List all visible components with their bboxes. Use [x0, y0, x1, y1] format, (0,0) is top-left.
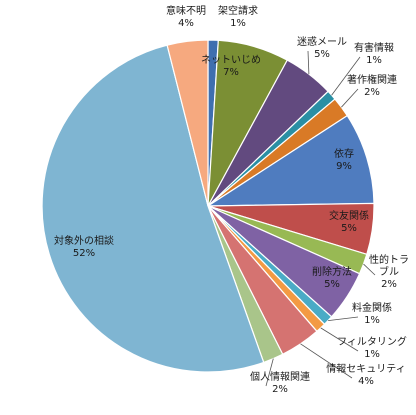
slice-6-category-text: 依存 [334, 147, 354, 160]
slice-2-label: ネットいじめ 7% [201, 54, 261, 78]
slice-12-category-text: 情報セキュリティ [326, 362, 405, 375]
slice-5-leader-line [341, 88, 359, 108]
slice-3-label: 迷惑メール 5% [297, 35, 347, 60]
slice-15-category-text: 意味不明 [166, 4, 206, 17]
slice-14-wedge [41, 44, 265, 373]
slice-1-percent-text: 1% [230, 18, 246, 29]
slice-3-percent-text: 5% [314, 49, 330, 60]
slice-9-percent-text: 5% [324, 279, 340, 290]
slice-10-label: 料金関係 1% [352, 301, 392, 326]
slice-4-label: 有害情報 1% [354, 41, 394, 66]
slice-5-percent-text: 2% [364, 87, 380, 98]
slice-12-percent-text: 4% [358, 376, 374, 387]
slice-9-label: 削除方法 5% [312, 265, 352, 290]
slice-11-leader-line [320, 327, 359, 352]
slice-7-percent-text: 5% [341, 223, 357, 234]
slice-11-category-text: フィルタリング [337, 335, 407, 348]
slice-15-percent-text: 4% [178, 18, 194, 29]
slice-4-percent-text: 1% [366, 55, 382, 66]
slice-8-label: 性的トラブル 2% [369, 253, 409, 290]
slice-15-label: 意味不明 4% [166, 4, 206, 29]
slice-4-category-text: 有害情報 [354, 41, 394, 54]
slice-10-category-text: 料金関係 [352, 301, 392, 314]
slice-12-label: 情報セキュリティ 4% [326, 362, 405, 387]
slice-2-category-text: ネットいじめ [201, 54, 261, 66]
slice-13-percent-text: 2% [272, 384, 288, 395]
slice-8-leader-line [363, 263, 376, 276]
slice-labels: 架空請求 1%ネットいじめ 7%迷惑メール 5%有害情報 1%著作権関連 2%依存 9%交友… [54, 4, 409, 395]
slice-3-category-text: 迷惑メール [297, 35, 347, 48]
slice-5-label: 著作権関連 2% [347, 73, 397, 98]
pie-slices [41, 39, 375, 373]
slice-2-percent-text: 7% [223, 67, 239, 78]
slice-14-label: 対象外の相談 52% [54, 234, 114, 259]
slice-5-category-text: 著作権関連 [347, 73, 397, 86]
slice-6-label: 依存 9% [334, 147, 354, 172]
slice-8-category-text-part: ブル [379, 265, 399, 278]
slice-13-category-text: 個人情報関連 [250, 370, 310, 383]
slice-1-label: 架空請求 1% [218, 4, 258, 29]
slice-14-percent-text: 52% [73, 248, 95, 259]
slice-11-percent-text: 1% [364, 349, 380, 360]
slice-7-category-text: 交友関係 [329, 209, 369, 222]
slice-8-percent-text: 2% [381, 279, 397, 290]
slice-6-wedge [205, 114, 375, 207]
slice-3-leader-line [307, 50, 310, 75]
slice-7-label: 交友関係 5% [329, 209, 369, 234]
slice-13-label: 個人情報関連 2% [250, 370, 310, 395]
slice-1-category-text: 架空請求 [218, 4, 258, 17]
slice-9-category-text: 削除方法 [312, 265, 352, 278]
slice-15-wedge [166, 39, 209, 207]
slice-6-percent-text: 9% [336, 161, 352, 172]
slice-4-leader-line [331, 56, 361, 96]
slice-10-leader-line [328, 316, 359, 321]
slice-12-leader-line [300, 343, 353, 379]
slice-14-category-text: 対象外の相談 [54, 234, 114, 247]
slice-11-label: フィルタリング 1% [337, 335, 407, 360]
slice-8-category-text-part: 性的トラ [369, 253, 409, 266]
leader-lines [265, 50, 376, 387]
slice-13-leader-line [265, 358, 274, 387]
slice-10-percent-text: 1% [364, 315, 380, 326]
